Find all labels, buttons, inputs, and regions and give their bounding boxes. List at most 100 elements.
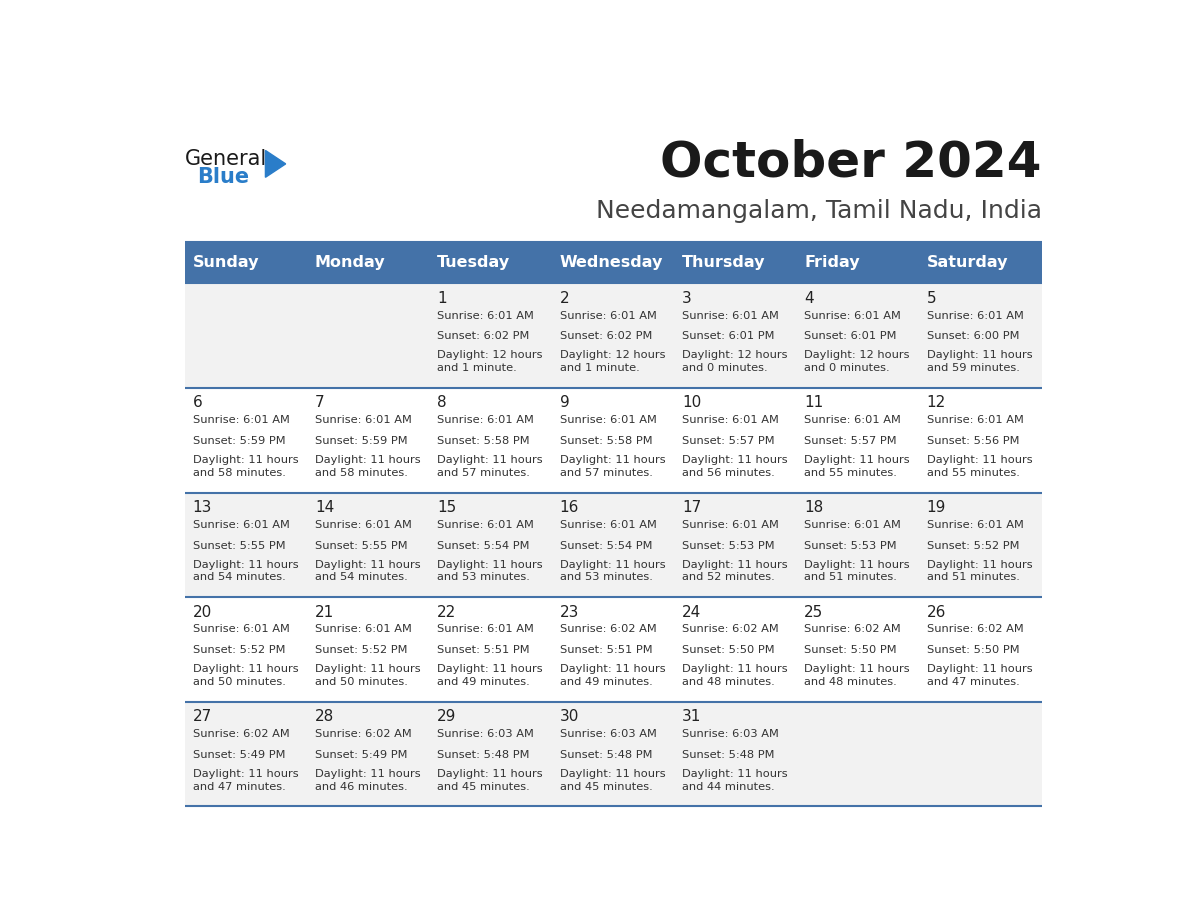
Text: Daylight: 11 hours
and 54 minutes.: Daylight: 11 hours and 54 minutes.	[192, 560, 298, 582]
Text: 2: 2	[560, 291, 569, 306]
Text: Sunrise: 6:02 AM: Sunrise: 6:02 AM	[804, 624, 901, 634]
Text: Sunset: 5:58 PM: Sunset: 5:58 PM	[437, 436, 530, 446]
Bar	[920, 284, 1042, 388]
Text: Sunset: 5:52 PM: Sunset: 5:52 PM	[927, 541, 1019, 551]
Bar	[920, 493, 1042, 598]
Bar	[552, 598, 675, 701]
Bar	[430, 242, 552, 284]
Text: Daylight: 11 hours
and 58 minutes.: Daylight: 11 hours and 58 minutes.	[315, 455, 421, 477]
Text: Sunset: 6:02 PM: Sunset: 6:02 PM	[437, 331, 530, 341]
Bar	[185, 284, 308, 388]
Text: 8: 8	[437, 396, 447, 410]
Text: 25: 25	[804, 605, 823, 620]
Text: Sunrise: 6:01 AM: Sunrise: 6:01 AM	[560, 415, 657, 425]
Text: Daylight: 11 hours
and 48 minutes.: Daylight: 11 hours and 48 minutes.	[682, 664, 788, 687]
Text: Sunrise: 6:02 AM: Sunrise: 6:02 AM	[560, 624, 657, 634]
Text: 20: 20	[192, 605, 211, 620]
Text: Sunrise: 6:01 AM: Sunrise: 6:01 AM	[682, 310, 779, 320]
Text: General: General	[185, 149, 267, 169]
Text: 12: 12	[927, 396, 946, 410]
Text: Sunrise: 6:01 AM: Sunrise: 6:01 AM	[804, 520, 902, 530]
Bar	[675, 242, 797, 284]
Text: Daylight: 11 hours
and 45 minutes.: Daylight: 11 hours and 45 minutes.	[560, 768, 665, 791]
Text: Sunrise: 6:02 AM: Sunrise: 6:02 AM	[682, 624, 778, 634]
Text: Sunset: 5:50 PM: Sunset: 5:50 PM	[682, 645, 775, 655]
Text: Sunrise: 6:01 AM: Sunrise: 6:01 AM	[927, 310, 1024, 320]
Bar	[185, 701, 308, 806]
Text: Sunday: Sunday	[192, 255, 259, 270]
Text: Daylight: 12 hours
and 0 minutes.: Daylight: 12 hours and 0 minutes.	[804, 351, 910, 373]
Text: Sunset: 6:00 PM: Sunset: 6:00 PM	[927, 331, 1019, 341]
Bar	[797, 284, 920, 388]
Bar	[308, 242, 430, 284]
Bar	[308, 284, 430, 388]
Text: Sunset: 5:48 PM: Sunset: 5:48 PM	[437, 750, 530, 760]
Text: Daylight: 11 hours
and 54 minutes.: Daylight: 11 hours and 54 minutes.	[315, 560, 421, 582]
Text: Sunset: 5:50 PM: Sunset: 5:50 PM	[804, 645, 897, 655]
Text: Sunset: 5:48 PM: Sunset: 5:48 PM	[682, 750, 775, 760]
Bar	[308, 701, 430, 806]
Bar	[430, 701, 552, 806]
Text: 23: 23	[560, 605, 579, 620]
Text: Sunrise: 6:02 AM: Sunrise: 6:02 AM	[315, 729, 412, 739]
Text: Sunset: 6:01 PM: Sunset: 6:01 PM	[804, 331, 897, 341]
Bar	[308, 493, 430, 598]
Text: Sunrise: 6:01 AM: Sunrise: 6:01 AM	[192, 624, 290, 634]
Text: Daylight: 11 hours
and 56 minutes.: Daylight: 11 hours and 56 minutes.	[682, 455, 788, 477]
Bar	[185, 598, 308, 701]
Polygon shape	[265, 151, 285, 177]
Text: 22: 22	[437, 605, 456, 620]
Text: Sunset: 5:54 PM: Sunset: 5:54 PM	[560, 541, 652, 551]
Text: Wednesday: Wednesday	[560, 255, 663, 270]
Text: Daylight: 12 hours
and 1 minute.: Daylight: 12 hours and 1 minute.	[437, 351, 543, 373]
Bar	[920, 598, 1042, 701]
Text: Daylight: 12 hours
and 1 minute.: Daylight: 12 hours and 1 minute.	[560, 351, 665, 373]
Bar	[797, 493, 920, 598]
Text: Daylight: 11 hours
and 49 minutes.: Daylight: 11 hours and 49 minutes.	[437, 664, 543, 687]
Text: Sunset: 5:49 PM: Sunset: 5:49 PM	[192, 750, 285, 760]
Text: Daylight: 11 hours
and 52 minutes.: Daylight: 11 hours and 52 minutes.	[682, 560, 788, 582]
Text: Daylight: 11 hours
and 57 minutes.: Daylight: 11 hours and 57 minutes.	[560, 455, 665, 477]
Text: October 2024: October 2024	[661, 139, 1042, 186]
Text: Sunrise: 6:02 AM: Sunrise: 6:02 AM	[927, 624, 1023, 634]
Text: Sunrise: 6:01 AM: Sunrise: 6:01 AM	[682, 415, 779, 425]
Text: 10: 10	[682, 396, 701, 410]
Text: Sunset: 6:02 PM: Sunset: 6:02 PM	[560, 331, 652, 341]
Text: 31: 31	[682, 709, 701, 724]
Text: Daylight: 11 hours
and 57 minutes.: Daylight: 11 hours and 57 minutes.	[437, 455, 543, 477]
Bar	[185, 388, 308, 493]
Text: 7: 7	[315, 396, 324, 410]
Text: Sunset: 5:51 PM: Sunset: 5:51 PM	[437, 645, 530, 655]
Text: Sunset: 5:51 PM: Sunset: 5:51 PM	[560, 645, 652, 655]
Bar	[308, 388, 430, 493]
Text: 26: 26	[927, 605, 946, 620]
Bar	[308, 598, 430, 701]
Text: Sunrise: 6:01 AM: Sunrise: 6:01 AM	[927, 415, 1024, 425]
Text: Daylight: 11 hours
and 55 minutes.: Daylight: 11 hours and 55 minutes.	[927, 455, 1032, 477]
Text: Tuesday: Tuesday	[437, 255, 511, 270]
Text: Sunset: 5:59 PM: Sunset: 5:59 PM	[192, 436, 285, 446]
Text: Sunrise: 6:01 AM: Sunrise: 6:01 AM	[927, 520, 1024, 530]
Text: Thursday: Thursday	[682, 255, 765, 270]
Text: Sunset: 5:53 PM: Sunset: 5:53 PM	[682, 541, 775, 551]
Text: Sunset: 5:56 PM: Sunset: 5:56 PM	[927, 436, 1019, 446]
Text: Daylight: 11 hours
and 53 minutes.: Daylight: 11 hours and 53 minutes.	[437, 560, 543, 582]
Bar	[675, 598, 797, 701]
Text: Sunrise: 6:01 AM: Sunrise: 6:01 AM	[804, 310, 902, 320]
Bar	[797, 701, 920, 806]
Text: Daylight: 11 hours
and 46 minutes.: Daylight: 11 hours and 46 minutes.	[315, 768, 421, 791]
Bar	[797, 242, 920, 284]
Bar	[552, 493, 675, 598]
Bar	[430, 493, 552, 598]
Text: Sunrise: 6:01 AM: Sunrise: 6:01 AM	[315, 415, 412, 425]
Text: Sunrise: 6:01 AM: Sunrise: 6:01 AM	[804, 415, 902, 425]
Text: 18: 18	[804, 500, 823, 515]
Text: Daylight: 11 hours
and 47 minutes.: Daylight: 11 hours and 47 minutes.	[927, 664, 1032, 687]
Text: Sunset: 5:53 PM: Sunset: 5:53 PM	[804, 541, 897, 551]
Text: 24: 24	[682, 605, 701, 620]
Text: Daylight: 11 hours
and 45 minutes.: Daylight: 11 hours and 45 minutes.	[437, 768, 543, 791]
Text: 21: 21	[315, 605, 334, 620]
Bar	[430, 598, 552, 701]
Text: 29: 29	[437, 709, 456, 724]
Bar	[552, 242, 675, 284]
